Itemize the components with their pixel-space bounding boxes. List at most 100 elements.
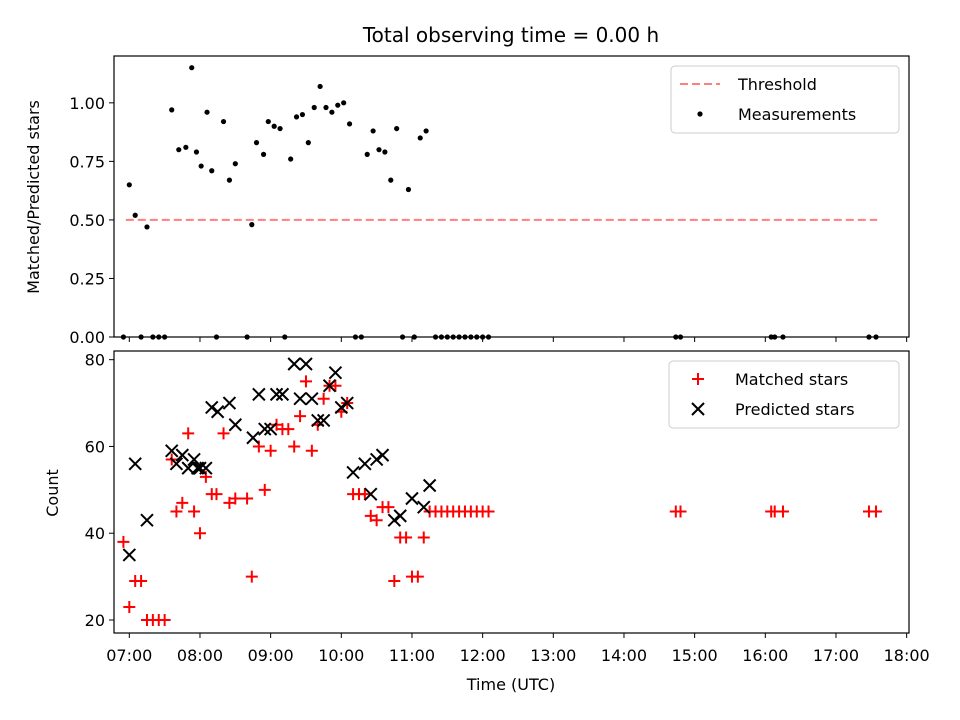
- ratio-panel: Total observing time = 0.00 h Matched/Pr…: [24, 23, 910, 347]
- count-legend-box: [668, 360, 900, 429]
- predicted-star-point: [287, 357, 301, 371]
- predicted-star-point: [375, 448, 390, 462]
- count-y-tick-label: 40: [85, 524, 105, 543]
- measurement-point: [204, 109, 210, 115]
- legend-predicted-swatch: [691, 402, 705, 416]
- matched-star-point: [188, 505, 201, 518]
- count-x-tick-label: 12:00: [460, 646, 506, 665]
- measurement-point: [323, 104, 329, 111]
- count-x-axis-label: Time (UTC): [466, 675, 555, 694]
- ratio-axis-ticks: 0.00 0.25 0.50 0.75 1.00: [69, 94, 908, 347]
- legend-threshold-label: Threshold: [737, 75, 817, 94]
- predicted-star-point: [193, 461, 207, 475]
- legend-matched-swatch: [692, 373, 704, 385]
- matched-star-point: [317, 392, 330, 405]
- measurement-point: [198, 163, 204, 169]
- matched-star-point: [417, 531, 430, 544]
- count-x-tick-label: 09:00: [248, 646, 294, 665]
- measurement-point: [189, 65, 195, 71]
- predicted-star-point: [263, 422, 278, 436]
- predicted-star-point: [128, 457, 142, 471]
- count-x-tick-label: 11:00: [389, 646, 435, 665]
- predicted-star-point: [422, 478, 437, 493]
- count-y-tick-label: 20: [85, 611, 105, 630]
- count-plot-frame: [113, 350, 910, 634]
- matched-star-point: [358, 488, 371, 501]
- count-y-tick-label: 80: [85, 351, 105, 370]
- measurement-point: [293, 114, 300, 120]
- matched-star-point: [217, 427, 230, 440]
- count-x-tick-label: 15:00: [672, 646, 718, 665]
- matched-star-point: [229, 492, 242, 505]
- ratio-y-tick-label: 0.75: [69, 152, 105, 171]
- measurement-point: [423, 128, 429, 134]
- matched-star-point: [123, 600, 136, 613]
- predicted-star-point: [169, 457, 184, 471]
- matched-star-point: [411, 570, 424, 583]
- predicted-star-point: [405, 491, 419, 506]
- measurement-point: [341, 100, 347, 106]
- measurement-point: [329, 109, 335, 115]
- count-x-tick-label: 16:00: [742, 646, 788, 665]
- matched-star-point: [370, 514, 383, 527]
- legend-matched-label: Matched stars: [735, 370, 848, 389]
- predicted-star-point: [364, 487, 378, 501]
- matched-star-point: [400, 531, 413, 544]
- predicted-star-point: [165, 444, 179, 458]
- matched-star-point: [117, 535, 130, 548]
- predicted-star-point: [222, 396, 237, 410]
- predicted-star-point: [246, 431, 260, 445]
- measurement-point: [176, 147, 182, 153]
- predicted-star-point: [334, 400, 349, 415]
- count-data-marks: [117, 357, 883, 626]
- matched-star-point: [135, 574, 148, 587]
- measurement-point: [305, 140, 311, 146]
- predicted-star-point: [181, 461, 195, 475]
- matched-star-point: [299, 375, 312, 388]
- predicted-star-point: [328, 365, 343, 380]
- measurement-point: [271, 123, 277, 129]
- ratio-y-tick-label: 1.00: [69, 94, 105, 113]
- measurement-point: [299, 111, 306, 118]
- matched-star-point: [294, 410, 307, 423]
- measurement-point: [370, 128, 376, 134]
- legend-measurements-swatch: [697, 111, 703, 117]
- count-x-tick-label: 08:00: [177, 646, 223, 665]
- count-x-tick-label: 14:00: [601, 646, 647, 665]
- count-axis-ticks: 20 40 60 80 07:00 08:00 09:00 10:00 11:00 12:00 13…: [85, 351, 930, 665]
- predicted-star-point: [210, 405, 225, 419]
- predicted-star-point: [175, 448, 190, 462]
- measurement-point: [394, 125, 400, 132]
- matched-star-point: [258, 483, 271, 496]
- count-x-tick-label: 13:00: [530, 646, 576, 665]
- measurement-point: [364, 151, 370, 157]
- matched-star-point: [193, 527, 206, 540]
- predicted-star-point: [305, 392, 319, 406]
- ratio-y-axis-label: Matched/Predicted stars: [24, 100, 43, 294]
- predicted-star-point: [228, 418, 243, 432]
- matched-star-point: [170, 505, 183, 518]
- measurement-point: [144, 224, 150, 230]
- count-y-tick-label: 60: [85, 437, 105, 456]
- measurement-point: [405, 186, 412, 193]
- measurement-point: [249, 222, 255, 228]
- matched-star-point: [210, 488, 223, 501]
- measurement-point: [232, 161, 238, 167]
- measurement-point: [277, 125, 283, 132]
- measurement-point: [382, 149, 388, 155]
- predicted-star-point: [322, 379, 337, 393]
- ratio-y-tick-label: 0.50: [69, 211, 105, 230]
- predicted-star-point: [122, 548, 137, 562]
- ratio-y-tick-label: 0.00: [69, 328, 105, 347]
- matched-star-point: [674, 505, 687, 518]
- count-x-tick-label: 17:00: [813, 646, 859, 665]
- measurement-point: [226, 177, 233, 183]
- matched-star-point: [264, 444, 277, 457]
- ratio-legend: Threshold Measurements: [670, 65, 900, 134]
- count-x-tick-label: 10:00: [318, 646, 364, 665]
- measurement-point: [288, 156, 294, 162]
- count-x-tick-label: 07:00: [106, 646, 152, 665]
- count-legend: Matched stars Predicted stars: [668, 360, 900, 429]
- measurement-point: [260, 151, 267, 157]
